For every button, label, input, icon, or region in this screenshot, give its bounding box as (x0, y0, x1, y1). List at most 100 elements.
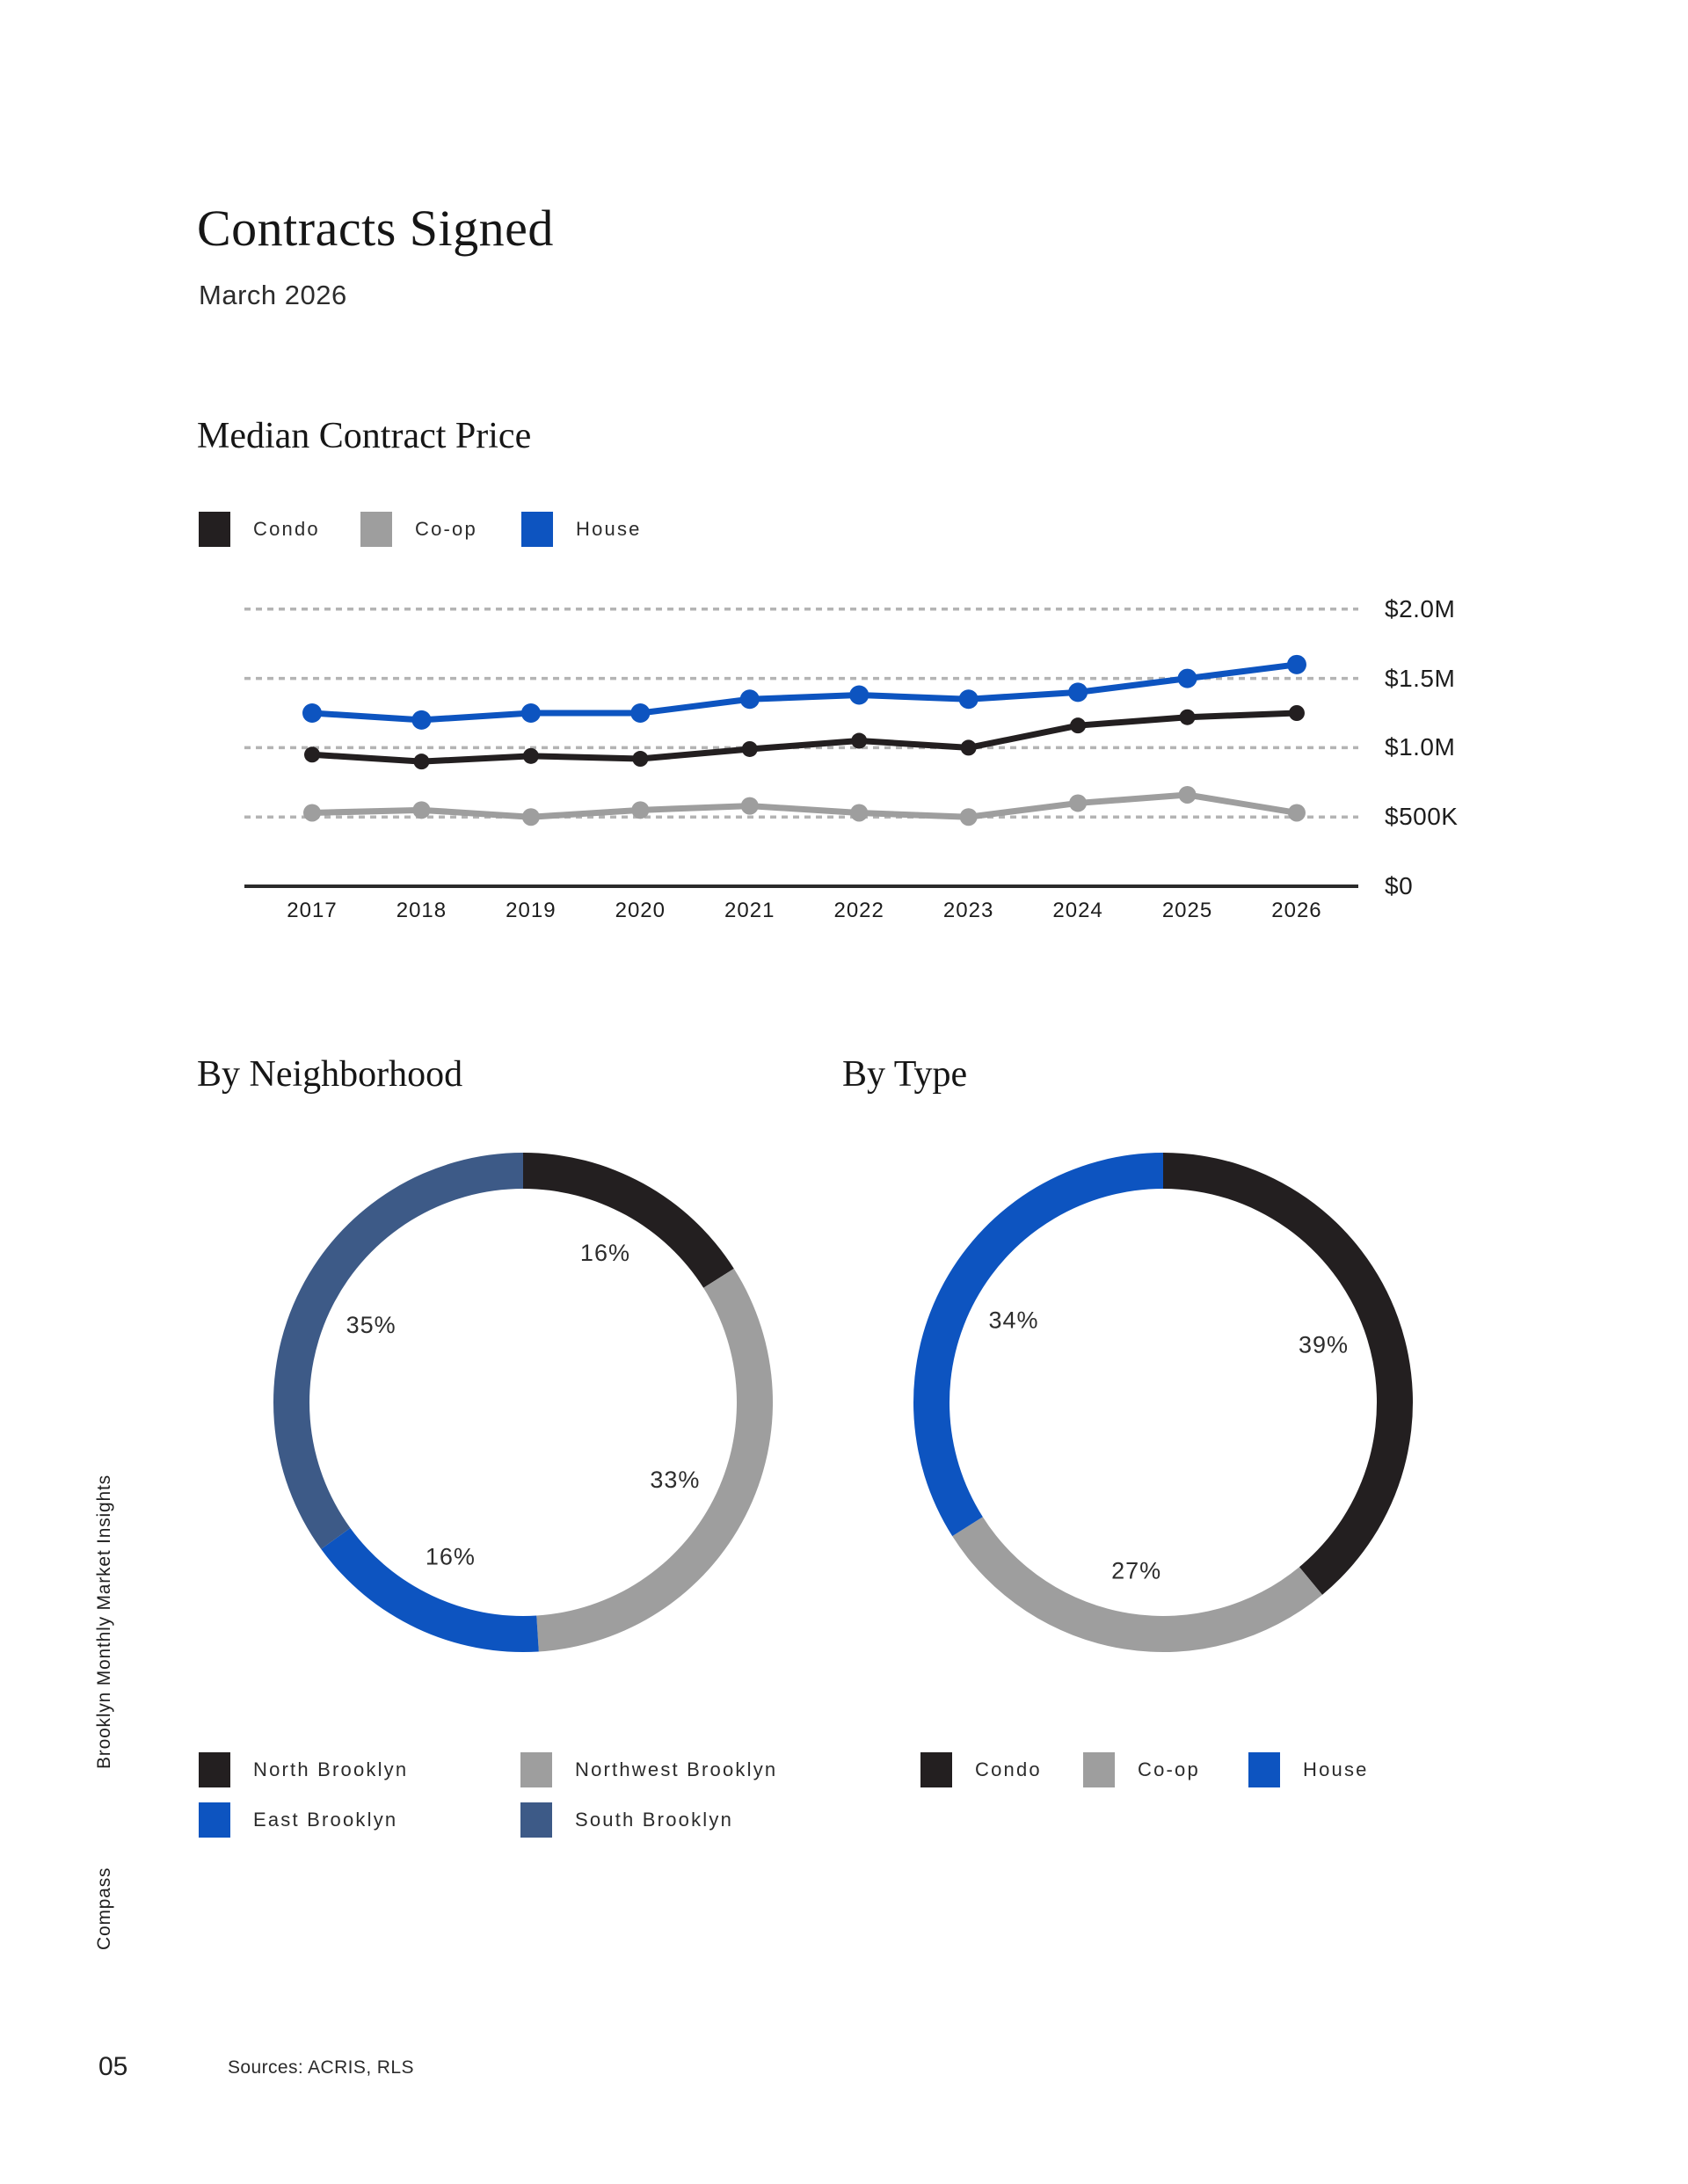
x-tick-label: 2022 (833, 899, 884, 922)
house-swatch (1248, 1752, 1280, 1787)
y-tick-label: $1.0M (1385, 733, 1456, 761)
data-point (302, 703, 322, 723)
donut-slice-house (913, 1153, 1163, 1537)
data-point (959, 808, 978, 826)
data-point (413, 753, 430, 770)
sidebar-report-name: Brooklyn Monthly Market Insights (94, 1474, 114, 1769)
north-brooklyn-swatch (199, 1752, 230, 1787)
by-type-title: By Type (842, 1054, 968, 1095)
data-point (1068, 682, 1088, 703)
legend-label: Northwest Brooklyn (575, 1758, 778, 1780)
y-tick-label: $1.5M (1385, 664, 1456, 692)
legend-label: House (576, 518, 642, 540)
data-point (1070, 717, 1087, 734)
house-swatch (521, 512, 553, 547)
data-point (1286, 654, 1306, 674)
coop-swatch (1083, 1752, 1115, 1787)
legend-item-house: House (1248, 1752, 1369, 1787)
data-point (632, 751, 649, 768)
donut-slice-north-brooklyn (523, 1153, 734, 1288)
legend-label: Condo (975, 1758, 1042, 1780)
data-point (630, 703, 651, 723)
data-point (522, 747, 539, 764)
legend-item-coop: Co-op (360, 512, 477, 547)
legend-item-condo: Condo (199, 512, 320, 547)
data-point (851, 732, 868, 749)
x-tick-label: 2020 (615, 899, 666, 922)
slice-percentage-label: 35% (346, 1312, 397, 1338)
legend-label: Co-op (415, 518, 477, 540)
legend-item-house: House (521, 512, 642, 547)
legend-item-east-brooklyn: East Brooklyn (199, 1802, 397, 1838)
page-number: 05 (98, 2052, 128, 2081)
data-point (521, 808, 540, 826)
series-line-house (309, 661, 1300, 724)
data-point (303, 804, 321, 822)
page-title: Contracts Signed (197, 200, 554, 257)
series-line-condo (309, 710, 1300, 765)
donut-slice-east-brooklyn (321, 1527, 539, 1652)
legend-item-northwest-brooklyn: Northwest Brooklyn (520, 1752, 777, 1787)
northwest-brooklyn-swatch (520, 1752, 552, 1787)
south-brooklyn-swatch (520, 1802, 552, 1838)
donut-slice-northwest-brooklyn (536, 1268, 773, 1652)
legend-label: House (1303, 1758, 1369, 1780)
data-point (1069, 794, 1088, 812)
donut-slice-condo (1163, 1153, 1413, 1595)
x-tick-label: 2021 (724, 899, 775, 922)
data-point (741, 740, 758, 757)
data-point (520, 703, 541, 723)
legend-label: East Brooklyn (253, 1809, 398, 1831)
data-point (1177, 668, 1197, 688)
condo-swatch (920, 1752, 952, 1787)
x-tick-label: 2018 (396, 899, 447, 922)
by-neighborhood-donut-chart: 16% 33% 16% 35% (273, 1153, 773, 1652)
data-point (1179, 709, 1196, 725)
y-tick-label: $0 (1385, 872, 1414, 899)
slice-percentage-label: 34% (988, 1307, 1038, 1334)
legend-label: South Brooklyn (575, 1809, 733, 1831)
data-point (850, 804, 869, 822)
median-contract-price-line-chart (244, 608, 1358, 888)
x-tick-label: 2024 (1052, 899, 1103, 922)
y-tick-label: $2.0M (1385, 594, 1456, 622)
series-line-co-op (309, 791, 1300, 820)
sidebar-brand: Compass (94, 1867, 114, 1950)
data-point (849, 685, 869, 705)
slice-percentage-label: 33% (650, 1467, 700, 1493)
donut-slice-co-op (952, 1517, 1323, 1652)
sources-note: Sources: ACRIS, RLS (228, 2057, 414, 2078)
page-subtitle: March 2026 (199, 280, 347, 310)
by-neighborhood-title: By Neighborhood (197, 1054, 463, 1095)
legend-item-coop: Co-op (1083, 1752, 1200, 1787)
coop-swatch (360, 512, 392, 547)
data-point (740, 797, 759, 815)
data-point (958, 689, 979, 710)
condo-swatch (199, 512, 230, 547)
x-tick-label: 2019 (506, 899, 557, 922)
legend-label: North Brooklyn (253, 1758, 409, 1780)
slice-percentage-label: 16% (580, 1240, 630, 1266)
east-brooklyn-swatch (199, 1802, 230, 1838)
slice-percentage-label: 16% (426, 1544, 476, 1570)
data-point (960, 739, 977, 756)
data-point (304, 746, 320, 763)
legend-item-north-brooklyn: North Brooklyn (199, 1752, 408, 1787)
by-type-donut-chart: 39% 27% 34% (913, 1153, 1413, 1652)
y-tick-label: $500K (1385, 803, 1459, 831)
data-point (1178, 785, 1197, 804)
slice-percentage-label: 27% (1111, 1558, 1161, 1584)
data-point (1287, 804, 1306, 822)
legend-label: Condo (253, 518, 320, 540)
data-point (631, 801, 650, 819)
legend-item-condo: Condo (920, 1752, 1042, 1787)
legend-item-south-brooklyn: South Brooklyn (520, 1802, 733, 1838)
x-tick-label: 2017 (287, 899, 338, 922)
donut-slice-south-brooklyn (273, 1153, 523, 1549)
data-point (739, 689, 760, 710)
data-point (411, 710, 432, 730)
line-chart-title: Median Contract Price (197, 416, 532, 456)
slice-percentage-label: 39% (1299, 1331, 1349, 1358)
x-tick-label: 2025 (1161, 899, 1213, 922)
